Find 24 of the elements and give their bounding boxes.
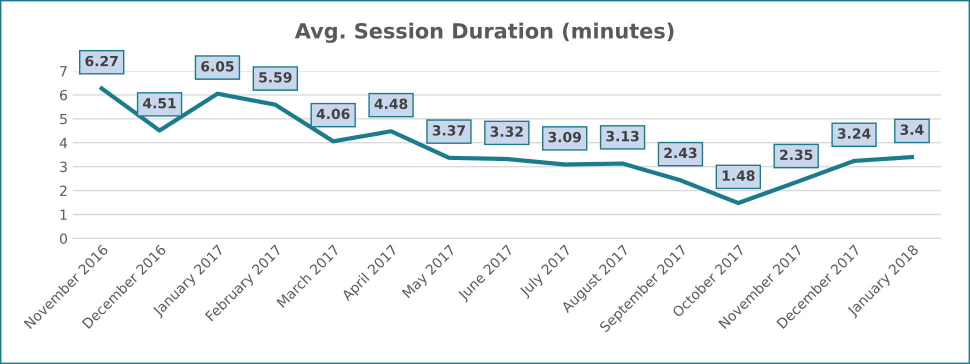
y-tick-label: 3: [60, 162, 67, 172]
data-label: 4.06: [316, 108, 350, 120]
y-tick-label: 7: [60, 66, 67, 76]
data-label: 1.48: [722, 170, 755, 181]
data-label: 3.4: [900, 124, 924, 135]
data-label: 3.09: [548, 132, 581, 142]
y-tick-label: 2: [60, 186, 66, 196]
data-label: 2.35: [780, 150, 812, 160]
data-label: 5.59: [259, 72, 292, 83]
y-tick-label: 0: [60, 233, 67, 244]
data-label: 4.48: [374, 98, 408, 110]
data-label: 6.27: [85, 56, 118, 66]
data-label: 3.32: [490, 126, 523, 137]
data-label: 4.51: [143, 98, 176, 108]
data-label: 2.43: [664, 148, 696, 158]
data-label: 3.13: [606, 130, 639, 142]
y-tick-label: 1: [60, 210, 67, 220]
data-label: 6.05: [201, 61, 234, 72]
data-label: 3.24: [838, 128, 871, 139]
y-tick-label: 4: [60, 138, 68, 148]
data-label: 3.37: [432, 125, 465, 136]
y-tick-label: 6: [60, 90, 68, 100]
y-tick-label: 5: [60, 114, 67, 124]
chart-title: Avg. Session Duration (minutes): [294, 22, 674, 43]
